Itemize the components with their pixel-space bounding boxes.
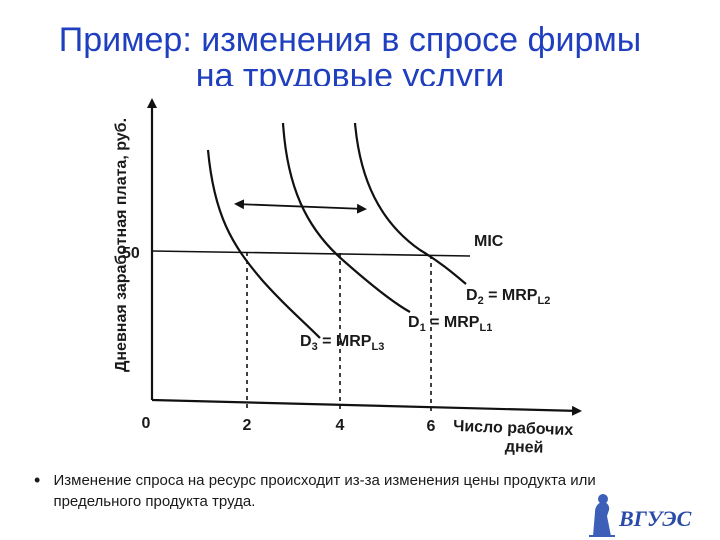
demand-curve-d3	[206, 149, 321, 339]
y-tick-50: 50	[122, 245, 140, 262]
logo-text: ВГУЭС	[618, 506, 692, 531]
x-axis-label-line1: Число рабочих	[453, 418, 574, 439]
demand-curve-d2	[353, 122, 467, 285]
figure-icon	[589, 494, 615, 537]
slide-title: Пример: изменения в спросе фирмы на труд…	[0, 22, 700, 86]
x-tick-6: 6	[427, 418, 436, 435]
y-axis-label: Дневная заработная плата, руб.	[113, 118, 130, 372]
university-logo: ВГУЭС	[589, 494, 692, 537]
label-d3: D3 = MRPL3	[300, 333, 384, 353]
title-line-2: на трудовые услуги	[195, 57, 505, 86]
mic-label: MIC	[474, 233, 504, 250]
label-d2: D2 = MRPL2	[466, 287, 550, 307]
demand-shift-arrow	[234, 199, 367, 214]
labor-demand-diagram: Дневная заработная плата, руб. Число раб…	[113, 98, 582, 457]
origin-label: 0	[142, 415, 151, 432]
bullet-text: Изменение спроса на ресурс происходит из…	[53, 472, 596, 510]
x-tick-4: 4	[336, 417, 345, 434]
title-line-1: Пример: изменения в спросе фирмы	[58, 21, 642, 59]
bullet-item: • Изменение спроса на ресурс происходит …	[34, 470, 614, 512]
x-axis	[151, 398, 582, 416]
x-axis-label-line2: дней	[505, 438, 544, 456]
bullet-dot-icon: •	[34, 470, 41, 490]
demand-curve-d1	[281, 122, 411, 313]
label-d1: D1 = MRPL1	[408, 314, 492, 334]
title-area: Пример: изменения в спросе фирмы на труд…	[0, 0, 720, 86]
mic-line	[151, 250, 471, 257]
x-tick-2: 2	[243, 417, 252, 434]
